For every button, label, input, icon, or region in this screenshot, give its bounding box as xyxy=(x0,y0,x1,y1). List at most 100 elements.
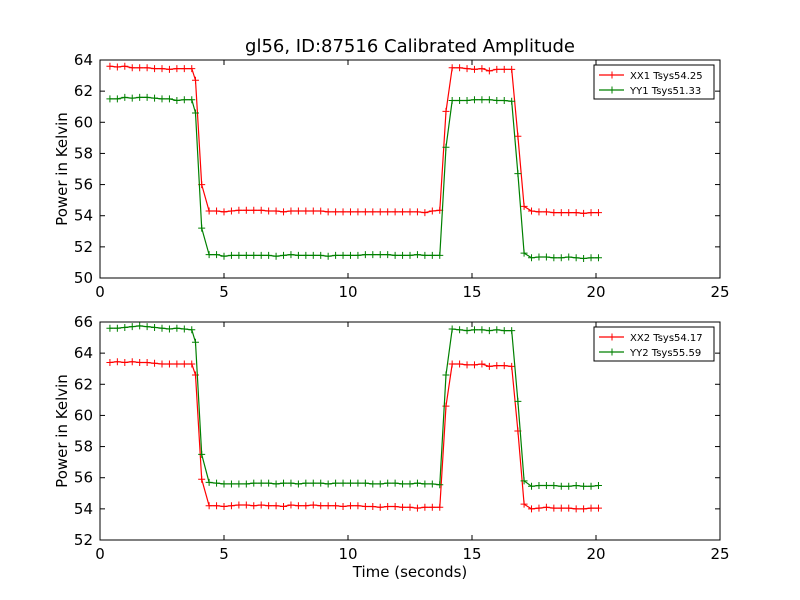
data-point xyxy=(188,326,196,334)
data-point xyxy=(542,503,550,511)
legend-label: YY2 Tsys55.59 xyxy=(629,348,701,359)
data-point xyxy=(151,65,159,73)
data-point xyxy=(508,65,516,73)
data-point xyxy=(198,450,206,458)
data-point xyxy=(235,480,243,488)
data-point xyxy=(158,324,166,332)
data-point xyxy=(143,323,151,331)
data-point xyxy=(317,251,325,259)
data-point xyxy=(128,94,136,102)
data-point xyxy=(594,504,602,512)
data-point xyxy=(173,360,181,368)
y-tick-label: 58 xyxy=(74,144,93,162)
data-point xyxy=(272,502,280,510)
data-point xyxy=(485,362,493,370)
data-point xyxy=(376,251,384,259)
data-point xyxy=(508,327,516,335)
data-point xyxy=(354,502,362,510)
data-point xyxy=(391,208,399,216)
x-tick-label: 25 xyxy=(710,283,729,301)
y-tick-label: 62 xyxy=(74,82,93,100)
data-point xyxy=(257,206,265,214)
data-point xyxy=(165,360,173,368)
data-point xyxy=(113,95,121,103)
data-point xyxy=(173,65,181,73)
data-point xyxy=(587,504,595,512)
data-point xyxy=(188,96,196,104)
data-point xyxy=(280,208,288,216)
data-point xyxy=(136,64,144,72)
data-point xyxy=(500,65,508,73)
data-point xyxy=(136,322,144,330)
data-point xyxy=(205,502,213,510)
data-point xyxy=(565,504,573,512)
x-tick-label: 15 xyxy=(462,283,481,301)
data-point xyxy=(528,505,536,513)
data-point xyxy=(287,251,295,259)
data-point xyxy=(587,209,595,217)
data-point xyxy=(520,202,528,210)
data-point xyxy=(406,503,414,511)
data-point xyxy=(550,504,558,512)
legend-box xyxy=(593,64,715,100)
data-point xyxy=(528,254,536,262)
data-point xyxy=(332,208,340,216)
data-point xyxy=(220,208,228,216)
data-point xyxy=(287,501,295,509)
data-point xyxy=(421,209,429,217)
data-point xyxy=(113,63,121,71)
data-point xyxy=(332,479,340,487)
data-point xyxy=(332,502,340,510)
data-point xyxy=(339,208,347,216)
data-point xyxy=(205,478,213,486)
data-point xyxy=(485,67,493,75)
data-point xyxy=(106,358,114,366)
data-point xyxy=(478,360,486,368)
data-point xyxy=(180,360,188,368)
data-point xyxy=(535,504,543,512)
data-point xyxy=(470,65,478,73)
data-point xyxy=(470,326,478,334)
x-axis-label: Time (seconds) xyxy=(352,563,468,581)
data-point xyxy=(180,96,188,104)
data-point xyxy=(399,251,407,259)
data-point xyxy=(257,501,265,509)
data-point xyxy=(421,251,429,259)
legend-label: XX2 Tsys54.17 xyxy=(630,333,703,344)
data-point xyxy=(158,65,166,73)
data-point xyxy=(265,207,273,215)
series-line-2 xyxy=(109,325,599,487)
data-point xyxy=(165,95,173,103)
data-point xyxy=(369,208,377,216)
data-point xyxy=(242,480,250,488)
data-point xyxy=(242,206,250,214)
data-point xyxy=(550,209,558,217)
data-point xyxy=(456,64,464,72)
data-point xyxy=(213,502,221,510)
data-point xyxy=(448,96,456,104)
data-point xyxy=(428,251,436,259)
data-point xyxy=(376,208,384,216)
data-point xyxy=(361,479,369,487)
x-tick-label: 5 xyxy=(219,545,229,563)
data-point xyxy=(413,251,421,259)
legend-marker xyxy=(608,86,616,94)
data-point xyxy=(399,480,407,488)
data-point xyxy=(384,503,392,511)
data-point xyxy=(528,482,536,490)
data-point xyxy=(158,95,166,103)
data-point xyxy=(436,481,444,489)
data-point xyxy=(448,360,456,368)
data-point xyxy=(557,482,565,490)
data-point xyxy=(399,208,407,216)
data-point xyxy=(158,360,166,368)
data-point xyxy=(205,251,213,259)
data-point xyxy=(399,503,407,511)
data-point xyxy=(191,109,199,117)
data-point xyxy=(346,208,354,216)
data-point xyxy=(235,501,243,509)
series-line-1 xyxy=(109,361,599,510)
legend-label: YY1 Tsys51.33 xyxy=(629,86,701,97)
